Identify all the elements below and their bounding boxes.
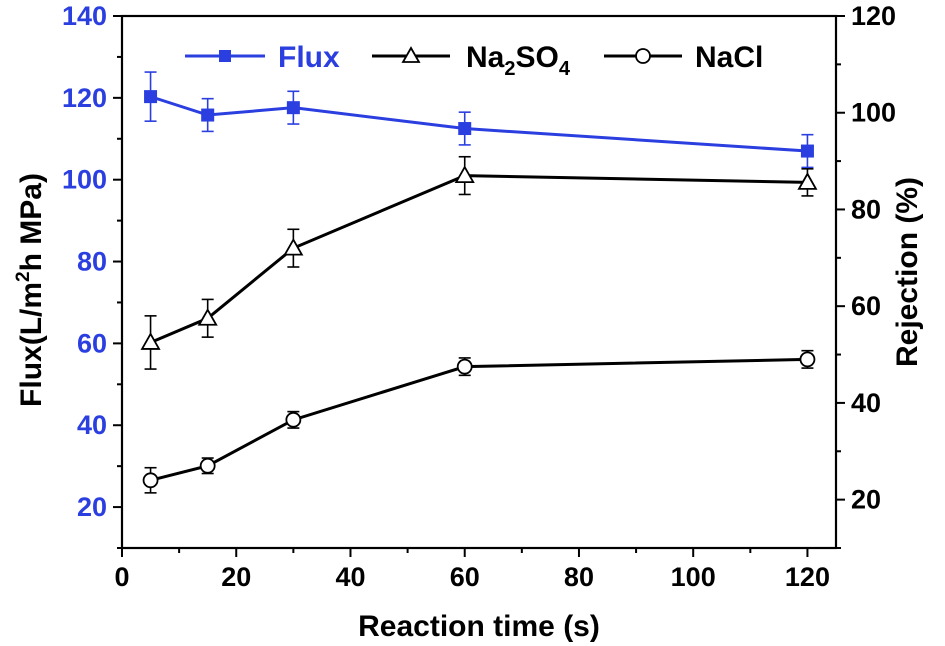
series-layer — [140, 71, 818, 494]
legend-label-na2so4: Na2SO4 — [466, 41, 571, 80]
ticks: 0 20 40 60 80 100 120 20 40 60 80 100 120 140 20 40 60 80… — [62, 1, 896, 592]
legend-marker-na2so4 — [401, 46, 421, 63]
y-axis-title-sup: 2 — [13, 271, 34, 282]
y-axis-title-end: h MPa) — [15, 173, 48, 271]
y2-tick-label: 60 — [851, 291, 881, 321]
data-point — [454, 165, 475, 184]
y2-axis-title: Rejection (%) — [891, 177, 924, 367]
y-tick-label: 100 — [62, 165, 107, 195]
data-point — [797, 172, 818, 190]
x-tick-label: 0 — [114, 562, 129, 592]
data-point — [456, 358, 473, 375]
axes — [120, 14, 838, 550]
y-tick-label: 40 — [77, 410, 107, 440]
legend-marker-flux — [219, 50, 231, 62]
data-point — [140, 332, 161, 350]
series-0 — [144, 71, 814, 169]
y-axis-title-main: Flux(L/m — [15, 282, 48, 407]
data-point — [286, 101, 300, 115]
legend-marker-nacl — [635, 48, 651, 64]
y2-tick-label: 100 — [851, 98, 896, 128]
x-tick-label: 100 — [671, 562, 716, 592]
data-point — [800, 144, 814, 158]
y-tick-label: 80 — [77, 247, 107, 277]
data-point — [199, 457, 216, 474]
series-2 — [142, 349, 816, 494]
y2-tick-label: 120 — [851, 1, 896, 31]
series-line — [149, 174, 808, 344]
data-point — [142, 472, 159, 489]
legend-label-na2so4-part2: SO — [515, 41, 558, 74]
data-point — [283, 237, 304, 256]
data-point — [197, 307, 218, 326]
legend-label-flux: Flux — [278, 41, 340, 74]
legend-label-na2so4-sub2: 4 — [559, 58, 571, 80]
y2-tick-label: 20 — [851, 485, 881, 515]
y-tick-label: 60 — [77, 328, 107, 358]
legend: Flux Na2SO4 NaCl — [185, 41, 763, 80]
legend-label-na2so4-sub1: 2 — [504, 58, 515, 80]
y2-tick-label: 40 — [851, 388, 881, 418]
y-tick-label: 20 — [77, 492, 107, 522]
x-tick-label: 20 — [221, 562, 251, 592]
legend-label-na2so4-part1: Na — [466, 41, 505, 74]
series-line — [150, 357, 808, 482]
x-tick-label: 120 — [785, 562, 830, 592]
y-tick-label: 140 — [62, 1, 107, 31]
plot-frame — [120, 14, 838, 550]
series-1 — [140, 155, 818, 370]
data-point — [144, 90, 158, 104]
y-tick-label: 120 — [62, 83, 107, 113]
x-tick-label: 60 — [450, 562, 480, 592]
data-point — [201, 108, 215, 122]
y-axis-title: Flux(L/m2h MPa) — [13, 173, 48, 407]
x-tick-label: 40 — [335, 562, 365, 592]
y2-tick-label: 80 — [851, 194, 881, 224]
legend-label-nacl: NaCl — [695, 41, 763, 74]
data-point — [799, 351, 816, 368]
x-axis-title: Reaction time (s) — [358, 610, 600, 643]
series-line — [150, 95, 808, 153]
data-point — [285, 411, 302, 428]
data-point — [458, 122, 472, 136]
x-tick-label: 80 — [564, 562, 594, 592]
